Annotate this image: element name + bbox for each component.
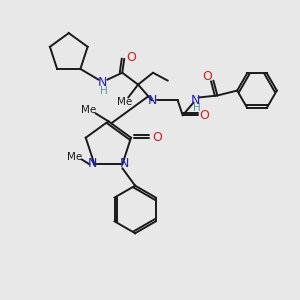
Text: O: O bbox=[152, 131, 162, 144]
Text: O: O bbox=[126, 51, 136, 64]
Text: Me: Me bbox=[117, 98, 132, 107]
Text: Me: Me bbox=[67, 152, 82, 162]
Text: N: N bbox=[191, 94, 200, 107]
Text: N: N bbox=[98, 76, 107, 89]
Text: N: N bbox=[147, 94, 157, 107]
Text: H: H bbox=[100, 85, 107, 96]
Text: Me: Me bbox=[81, 105, 96, 116]
Text: O: O bbox=[202, 70, 212, 83]
Text: O: O bbox=[200, 109, 209, 122]
Text: H: H bbox=[193, 103, 200, 113]
Text: N: N bbox=[120, 157, 129, 170]
Text: N: N bbox=[88, 157, 97, 170]
